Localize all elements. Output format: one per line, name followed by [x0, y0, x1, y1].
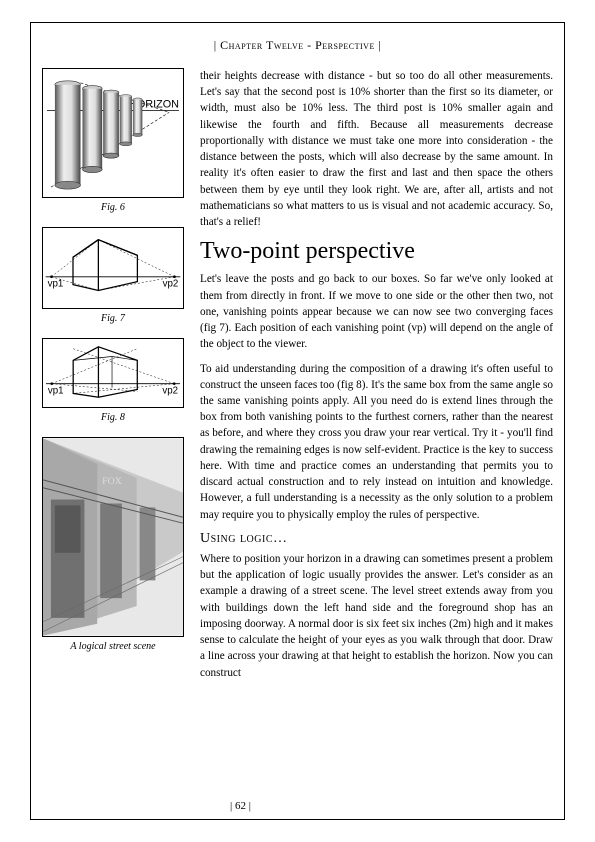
shop-sign: FOX: [102, 476, 122, 487]
chapter-header: | Chapter Twelve - Perspective |: [0, 38, 595, 53]
vp2-label: vp2: [163, 279, 179, 290]
page-number: | 62 |: [230, 800, 251, 812]
heading-two-point: Two-point perspective: [200, 238, 553, 265]
paragraph-1: their heights decrease with distance - b…: [200, 68, 553, 230]
fig7-caption: Fig. 7: [42, 313, 184, 324]
content-area: HORIZON: [42, 68, 553, 794]
text-column: their heights decrease with distance - b…: [200, 68, 553, 794]
vp1-label-8: vp1: [48, 385, 64, 396]
figure-6: HORIZON: [42, 68, 184, 198]
figure-8: vp1 vp2: [42, 338, 184, 408]
figure-7: vp1 vp2: [42, 227, 184, 309]
paragraph-4: Where to position your horizon in a draw…: [200, 551, 553, 681]
vp1-label: vp1: [48, 279, 64, 290]
fig6-caption: Fig. 6: [42, 202, 184, 213]
figures-column: HORIZON: [42, 68, 184, 794]
figure-street: FOX: [42, 437, 184, 637]
paragraph-3: To aid understanding during the composit…: [200, 361, 553, 523]
vp2-label-8: vp2: [162, 385, 178, 396]
fig8-caption: Fig. 8: [42, 412, 184, 423]
paragraph-2: Let's leave the posts and go back to our…: [200, 271, 553, 352]
heading-logic: Using logic…: [200, 531, 553, 547]
street-caption: A logical street scene: [42, 641, 184, 652]
